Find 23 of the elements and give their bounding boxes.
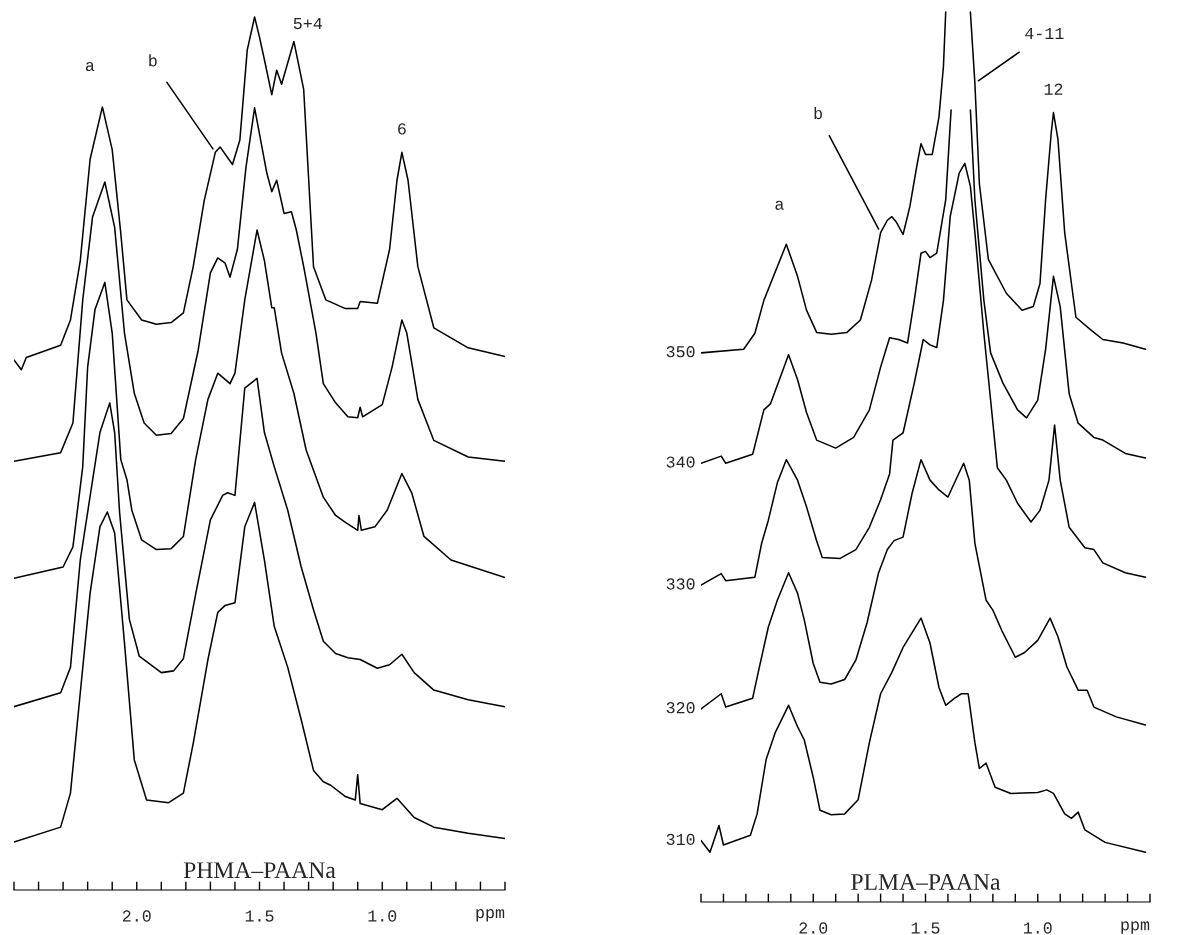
series-label: 350 bbox=[666, 346, 695, 358]
text: PHMA–PAANa bbox=[183, 862, 336, 879]
annotation: b bbox=[149, 54, 157, 67]
x-axis-title: ppm bbox=[476, 909, 505, 922]
annotation: 6 bbox=[398, 123, 406, 135]
series-label: 310 bbox=[666, 833, 695, 846]
annotation: a bbox=[85, 61, 95, 72]
annotation: b bbox=[814, 106, 822, 120]
text: PLMA–PAANa bbox=[851, 874, 1001, 890]
series-label: 330 bbox=[666, 578, 695, 590]
x-tick-label: 1.5 bbox=[245, 910, 274, 922]
x-tick-label: 1.0 bbox=[1023, 922, 1052, 934]
x-tick-label: 2.0 bbox=[122, 910, 151, 922]
annotation: 12 bbox=[1044, 83, 1063, 95]
x-tick-label: 1.5 bbox=[911, 922, 940, 934]
annotation: 5+4 bbox=[293, 18, 322, 30]
annotation: 4-11 bbox=[1025, 27, 1064, 39]
series-label: 340 bbox=[666, 456, 695, 468]
series-label: 320 bbox=[666, 702, 695, 714]
x-tick-label: 2.0 bbox=[799, 922, 828, 934]
x-tick-label: 1.0 bbox=[368, 910, 397, 922]
x-axis-title: ppm bbox=[1121, 921, 1150, 934]
annotation: a bbox=[775, 200, 784, 210]
